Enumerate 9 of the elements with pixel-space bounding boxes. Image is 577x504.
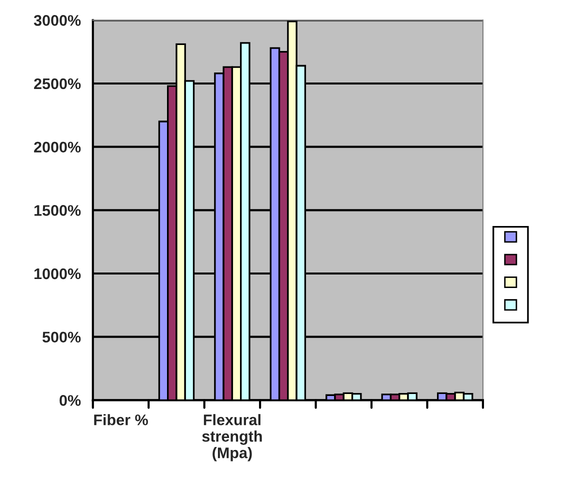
y-tick-label: 1000% <box>34 268 81 280</box>
x-tick-label: Flexural strength (Mpa) <box>202 414 262 462</box>
y-tick-label: 2000% <box>34 142 81 153</box>
x-tick-label: Fiber % <box>94 414 148 426</box>
y-tick-label: 1500% <box>34 205 81 216</box>
y-tick-label: 0% <box>60 395 81 406</box>
y-tick-label: 3000% <box>34 15 81 26</box>
y-tick-label: 2500% <box>34 78 81 90</box>
y-tick-label: 500% <box>42 332 81 343</box>
